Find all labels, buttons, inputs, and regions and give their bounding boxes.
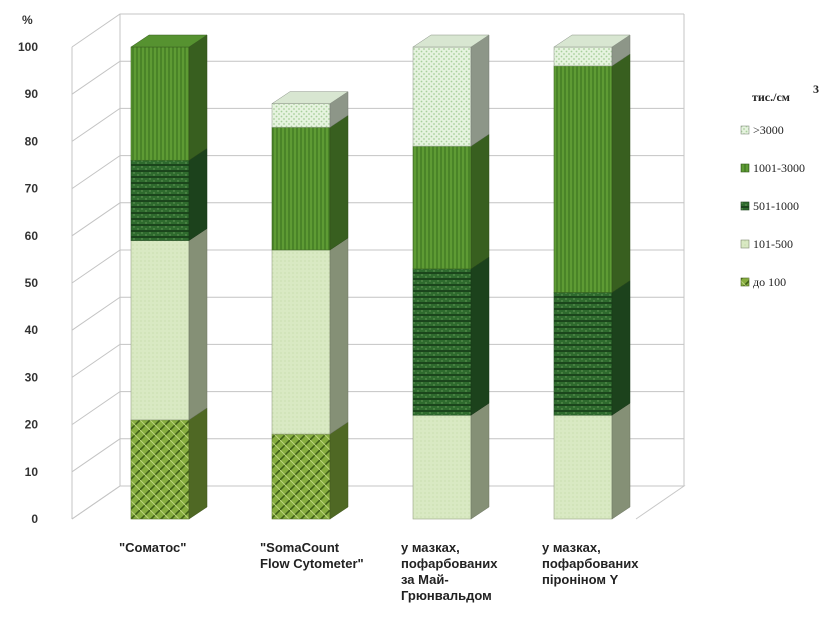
legend-swatch (740, 239, 750, 249)
bar-side-1 (188, 407, 208, 520)
category-label: "Соматос" (119, 540, 186, 555)
bar-side-2 (329, 237, 349, 435)
bars-group (130, 34, 631, 520)
bar-segment-4 (553, 65, 613, 293)
bar-segment-1 (130, 419, 190, 520)
y-tick-label: 80 (25, 134, 39, 148)
bar-segment-2 (412, 414, 472, 520)
bar-side-4 (188, 34, 208, 161)
legend-label: >3000 (753, 123, 784, 137)
y-tick-label: 90 (25, 87, 39, 101)
legend-swatch (740, 201, 750, 211)
legend-swatch (740, 125, 750, 135)
bar-side-3 (470, 256, 490, 416)
legend-title: тис./см (752, 90, 790, 104)
category-label: пофарбованих (542, 556, 639, 571)
y-axis-label: % (22, 13, 33, 27)
bar-segment-2 (553, 414, 613, 520)
category-label: за Май- (401, 572, 449, 587)
y-tick-label: 50 (25, 276, 39, 290)
bar-segment-3 (553, 292, 613, 416)
bar-segment-1 (271, 433, 331, 520)
bar-top (130, 34, 208, 48)
bar-segment-4 (271, 126, 331, 251)
bar-top (412, 34, 490, 48)
legend-title-superscript: 3 (813, 82, 819, 96)
bar-side-4 (611, 53, 631, 293)
legend-swatch (740, 163, 750, 173)
category-label: у мазках, (542, 540, 601, 555)
category-label: у мазках, (401, 540, 460, 555)
y-tick-label: 20 (25, 418, 39, 432)
bar-segment-5 (271, 103, 331, 128)
bar-segment-4 (412, 145, 472, 270)
bar-side-2 (470, 402, 490, 520)
bar-side-4 (470, 133, 490, 270)
bar-side-1 (329, 421, 349, 520)
bar-segment-3 (412, 268, 472, 416)
legend-label: 1001-3000 (753, 161, 805, 175)
bar-segment-5 (412, 46, 472, 147)
axis-group: 0 10 20 30 40 50 60 70 80 90 100% (18, 13, 38, 526)
y-tick-label: 30 (25, 370, 39, 384)
category-label: Грюнвальдом (401, 588, 492, 603)
category-label: "SomaCount (260, 540, 340, 555)
bar-top (553, 34, 631, 48)
bar-top (271, 91, 349, 104)
y-tick-label: 10 (25, 465, 39, 479)
bar-side-3 (188, 147, 208, 241)
legend: тис./см 3 >3000 1001-3000 501-1000 101-500 до … (740, 82, 819, 289)
category-label: Flow Cytometer" (260, 556, 364, 571)
legend-label: 101-500 (753, 237, 793, 251)
bar-segment-2 (271, 249, 331, 435)
bar-side-2 (188, 228, 208, 421)
grid-group (71, 13, 686, 520)
y-tick-label: 60 (25, 229, 39, 243)
bar-side-3 (611, 279, 631, 416)
bar-side-5 (470, 34, 490, 147)
bar-segment-2 (130, 240, 190, 421)
y-tick-label: 100 (18, 40, 38, 54)
y-tick-label: 40 (25, 323, 39, 337)
category-label: піроніном Y (542, 572, 619, 587)
category-label: пофарбованих (401, 556, 498, 571)
bar-side-2 (611, 402, 631, 520)
legend-label: до 100 (753, 275, 786, 289)
bar-side-4 (329, 114, 349, 251)
y-tick-label: 70 (25, 182, 39, 196)
bar-segment-3 (130, 159, 190, 241)
legend-swatch (740, 277, 750, 287)
y-tick-label: 0 (31, 512, 38, 526)
bar-segment-5 (553, 46, 613, 67)
bar-segment-4 (130, 46, 190, 161)
legend-label: 501-1000 (753, 199, 799, 213)
